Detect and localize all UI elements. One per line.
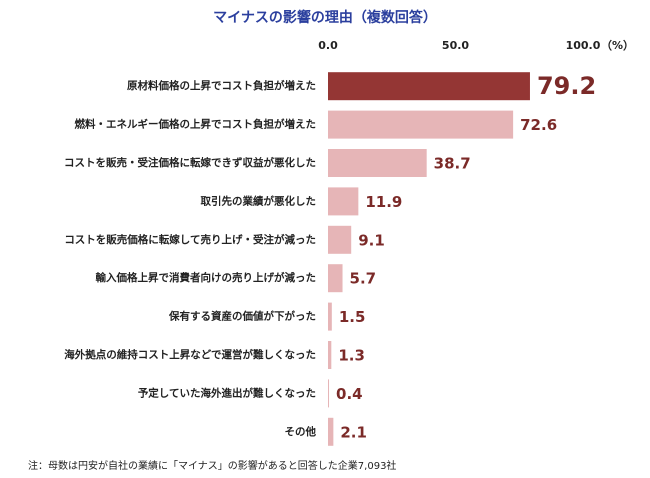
bar	[328, 72, 530, 101]
category-label: 燃料・エネルギー価格の上昇でコスト負担が増えた	[75, 118, 317, 131]
x-tick-label: 0.0	[318, 39, 338, 52]
x-tick-label: 100.0	[566, 39, 601, 52]
bar	[328, 149, 427, 177]
value-label: 0.4	[336, 385, 363, 403]
value-label: 2.1	[340, 423, 367, 441]
category-label: 取引先の業績が悪化した	[201, 194, 317, 207]
value-label: 1.3	[338, 347, 365, 365]
bar	[328, 379, 330, 408]
bar	[328, 341, 332, 369]
value-label: 79.2	[537, 72, 596, 100]
bar	[328, 302, 332, 331]
note: 注：母数は円安が自社の業績に「マイナス」の影響があると回答した企業7,093社	[28, 459, 396, 472]
unit-label: （%）	[601, 39, 634, 52]
bar	[328, 187, 359, 216]
value-label: 38.7	[434, 155, 471, 173]
bar	[328, 417, 334, 446]
category-label: 原材料価格の上昇でコスト負担が増えた	[127, 79, 316, 92]
chart-title: マイナスの影響の理由（複数回答）	[213, 9, 437, 26]
category-label: 海外拠点の維持コスト上昇などで運営が難しくなった	[64, 348, 316, 361]
x-tick-label: 50.0	[442, 39, 469, 52]
bar	[328, 110, 514, 139]
category-label: 保有する資産の価値が下がった	[168, 310, 316, 323]
value-label: 5.7	[350, 270, 377, 288]
category-label: その他	[285, 425, 317, 438]
category-label: コストを販売価格に転嫁して売り上げ・受注が減った	[64, 233, 316, 246]
category-label: 予定していた海外進出が難しくなった	[138, 386, 316, 399]
value-label: 72.6	[520, 116, 557, 134]
bar	[328, 225, 352, 254]
value-label: 11.9	[365, 193, 402, 211]
category-label: 輸入価格上昇で消費者向けの売り上げが減った	[96, 271, 317, 284]
value-label: 9.1	[358, 231, 385, 249]
bar	[328, 264, 343, 293]
value-label: 1.5	[339, 308, 366, 326]
category-label: コストを販売・受注価格に転嫁できず収益が悪化した	[64, 156, 316, 169]
